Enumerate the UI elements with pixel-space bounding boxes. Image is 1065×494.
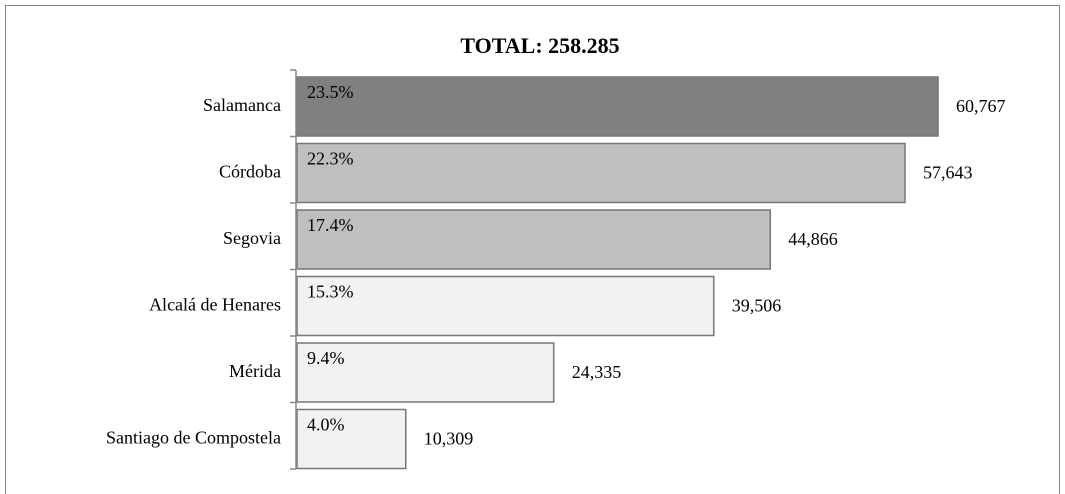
- value-label: 10,309: [424, 429, 474, 449]
- share-label: 15.3%: [307, 282, 354, 302]
- bar: [296, 342, 555, 403]
- value-label: 44,866: [788, 229, 838, 249]
- share-label: 22.3%: [307, 149, 354, 169]
- chart-title: TOTAL: 258.285: [460, 33, 619, 58]
- share-label: 9.4%: [307, 348, 345, 368]
- bar: [296, 408, 407, 470]
- category-label: Santiago de Compostela: [106, 428, 281, 448]
- category-label: Córdoba: [219, 162, 281, 182]
- share-label: 23.5%: [307, 82, 354, 102]
- bar: [296, 209, 772, 270]
- category-label: Alcalá de Henares: [149, 295, 281, 315]
- bar: [296, 142, 906, 204]
- value-label: 57,643: [923, 163, 973, 183]
- bar: [296, 275, 715, 337]
- value-label: 24,335: [572, 362, 622, 382]
- category-label: Segovia: [223, 228, 281, 248]
- bar: [296, 76, 939, 137]
- category-label: Mérida: [229, 361, 281, 381]
- value-label: 60,767: [956, 96, 1006, 116]
- value-label: 39,506: [732, 296, 782, 316]
- category-label: Salamanca: [203, 95, 281, 115]
- share-label: 4.0%: [307, 415, 345, 435]
- share-label: 17.4%: [307, 215, 354, 235]
